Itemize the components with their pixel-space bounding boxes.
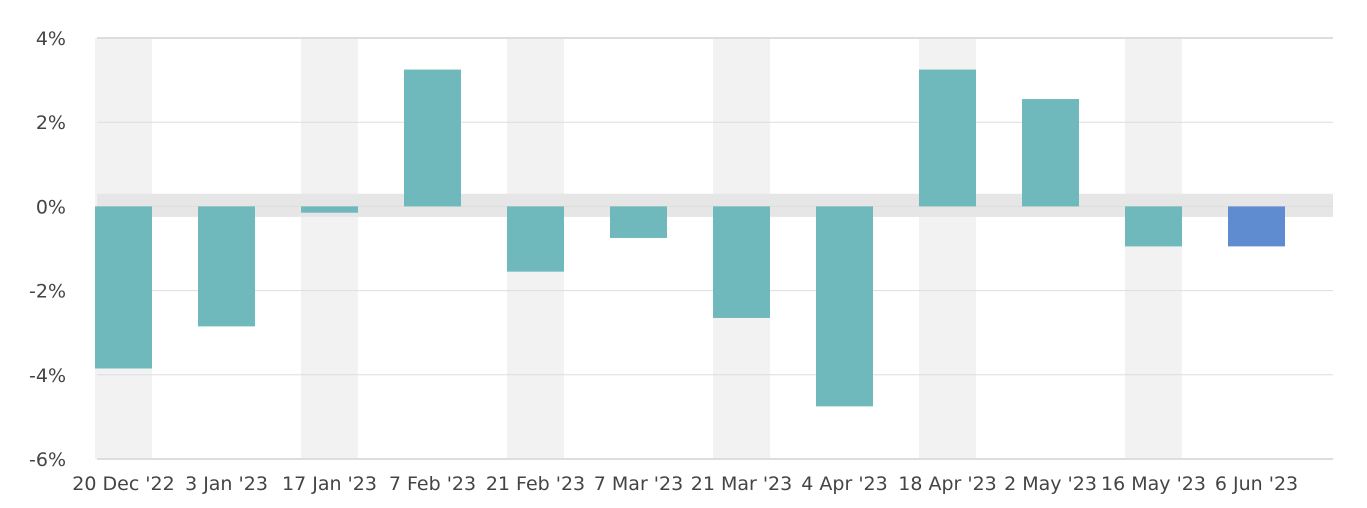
x-tick-label: 17 Jan '23 <box>282 473 377 495</box>
y-tick-label: -4% <box>29 365 66 387</box>
bar <box>198 206 255 327</box>
x-axis-ticks: 20 Dec '22 3 Jan '23 17 Jan '23 7 Feb '23 21… <box>72 473 1298 495</box>
column-band <box>1125 38 1182 459</box>
column-band <box>301 38 358 459</box>
y-tick-label: -6% <box>29 449 66 471</box>
x-tick-label: 4 Apr '23 <box>801 473 887 495</box>
bar <box>507 206 564 272</box>
x-tick-label: 21 Feb '23 <box>486 473 585 495</box>
x-tick-label: 6 Jun '23 <box>1215 473 1298 495</box>
y-axis-ticks: 4% 2% 0% -2% -4% -6% <box>29 28 66 471</box>
y-tick-label: 0% <box>36 196 66 218</box>
x-tick-label: 16 May '23 <box>1101 473 1206 495</box>
bar <box>301 206 358 213</box>
bar <box>816 206 873 407</box>
x-tick-label: 7 Feb '23 <box>389 473 476 495</box>
bar <box>95 206 152 369</box>
bars <box>95 69 1285 407</box>
bar <box>1022 99 1079 207</box>
x-tick-label: 21 Mar '23 <box>691 473 793 495</box>
bar <box>404 69 461 207</box>
x-tick-label: 7 Mar '23 <box>594 473 683 495</box>
bar <box>713 206 770 318</box>
y-tick-label: 4% <box>36 28 66 50</box>
x-tick-label: 2 May '23 <box>1004 473 1097 495</box>
bar <box>610 206 667 238</box>
x-tick-label: 3 Jan '23 <box>185 473 268 495</box>
y-tick-label: 2% <box>36 112 66 134</box>
x-tick-label: 20 Dec '22 <box>72 473 174 495</box>
bar <box>1125 206 1182 247</box>
y-tick-label: -2% <box>29 281 66 303</box>
bar <box>1228 206 1285 247</box>
x-tick-label: 18 Apr '23 <box>898 473 997 495</box>
bar <box>919 69 976 207</box>
column-bands <box>95 38 1182 459</box>
